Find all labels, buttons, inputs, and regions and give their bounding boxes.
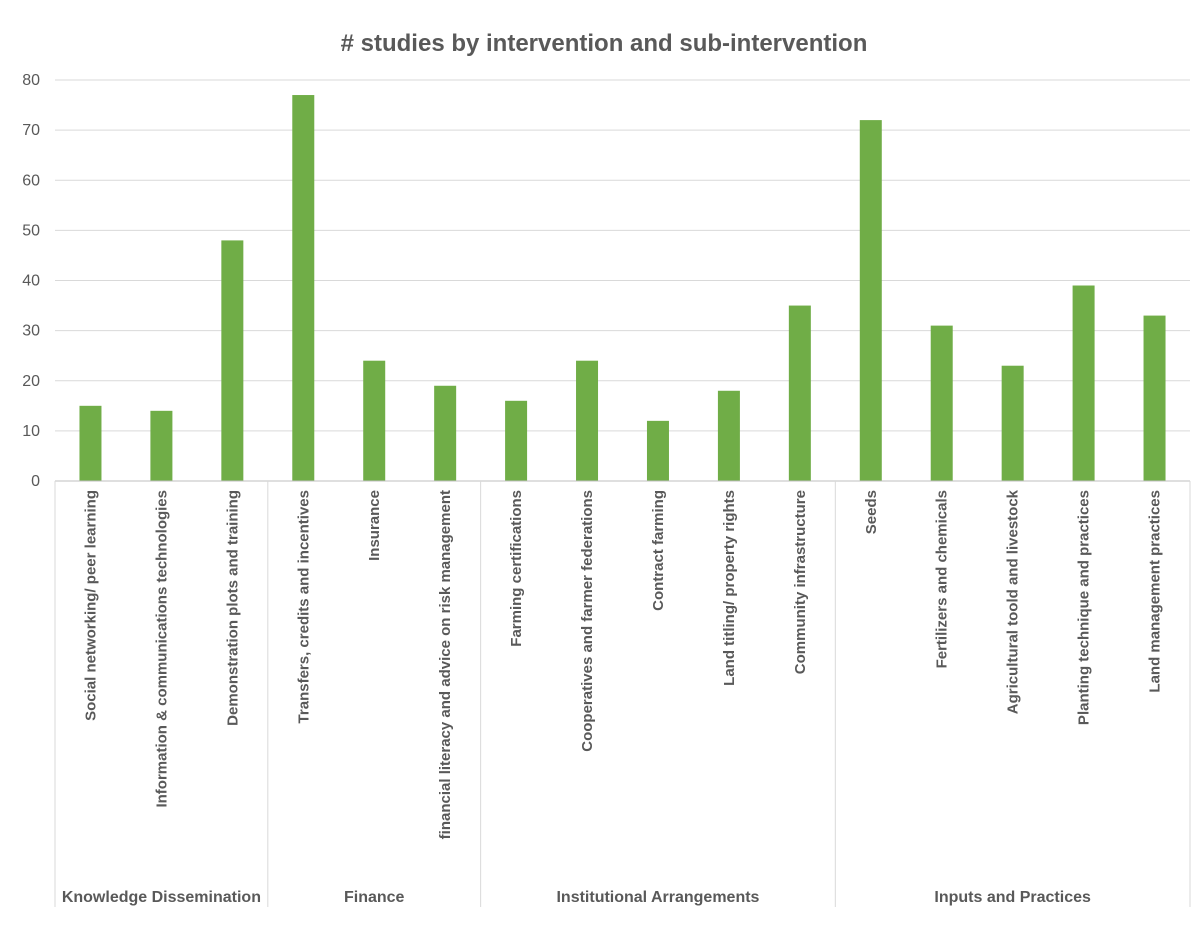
bar (1001, 365, 1024, 481)
category-labels: Social networking/ peer learning Informat… (82, 489, 1163, 839)
y-tick-label: 60 (22, 172, 40, 189)
group-label: Institutional Arrangements (556, 889, 759, 906)
bar (788, 305, 811, 481)
y-axis-ticks: 0 10 20 30 40 50 60 70 80 (22, 72, 40, 490)
gridlines (55, 79, 1190, 432)
y-tick-label: 50 (22, 222, 40, 239)
category-label: Planting technique and practices (1076, 490, 1093, 725)
bar (859, 120, 882, 481)
bar (717, 390, 740, 481)
category-label: Information & communications technologie… (153, 490, 170, 808)
bar (646, 420, 669, 481)
chart-title: # studies by intervention and sub-interv… (341, 30, 868, 57)
category-label: Contract farming (650, 490, 667, 611)
bar (930, 325, 953, 481)
group-labels: Knowledge Dissemination Finance Institutio… (62, 889, 1091, 906)
bar (292, 95, 315, 481)
category-label: Agricultural toold and livestock (1005, 489, 1022, 714)
y-tick-label: 70 (22, 122, 40, 139)
category-label: financial literacy and advice on risk ma… (437, 490, 454, 839)
category-label: Social networking/ peer learning (82, 490, 99, 721)
category-label: Demonstration plots and training (224, 490, 241, 726)
group-label: Inputs and Practices (934, 889, 1091, 906)
y-tick-label: 80 (22, 72, 40, 89)
category-label: Insurance (366, 490, 383, 561)
bar (1072, 285, 1095, 481)
group-label: Finance (344, 889, 405, 906)
category-label: Farming certifications (508, 490, 525, 647)
bar (150, 410, 173, 481)
bar (1143, 315, 1166, 481)
y-tick-label: 10 (22, 423, 40, 440)
category-label: Seeds (863, 490, 880, 534)
group-label: Knowledge Dissemination (62, 889, 261, 906)
y-tick-label: 40 (22, 273, 40, 290)
bar (363, 360, 386, 481)
bar (434, 385, 457, 481)
category-label: Community infrastructure (792, 490, 809, 674)
bar (221, 240, 244, 481)
bar (505, 400, 528, 481)
category-label: Transfers, credits and incentives (295, 490, 312, 723)
y-tick-label: 20 (22, 373, 40, 390)
bar (79, 405, 102, 481)
category-label: Cooperatives and farmer federations (579, 490, 596, 752)
category-label: Fertilizers and chemicals (934, 490, 951, 668)
y-tick-label: 30 (22, 323, 40, 340)
bars (79, 95, 1166, 481)
bar (576, 360, 599, 481)
y-tick-label: 0 (31, 473, 40, 490)
category-label: Land titling/ property rights (721, 490, 738, 686)
x-axis (54, 480, 1191, 907)
category-label: Land management practices (1147, 490, 1164, 693)
